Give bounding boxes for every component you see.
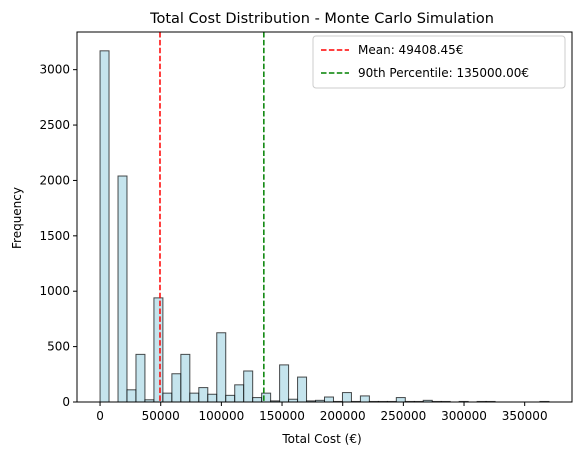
plot-frame (76, 31, 573, 403)
histogram-bar-3 (126, 389, 137, 403)
y-tick-label-2: 1000 (39, 284, 70, 298)
y-tick-label-5: 2500 (39, 118, 70, 132)
x-tick-label-0: 0 (96, 409, 104, 423)
histogram-bar-4 (135, 353, 146, 403)
x-tick-label-4: 200000 (320, 409, 366, 423)
histogram-bar-18 (261, 392, 272, 403)
histogram-bar-25 (324, 396, 334, 403)
histogram-bar-29 (359, 395, 370, 403)
y-tick-label-1: 500 (47, 340, 70, 354)
legend-box (312, 35, 566, 89)
x-tick-label-2: 100000 (198, 409, 244, 423)
histogram-bar-17 (252, 397, 263, 403)
y-axis-label: Frequency (10, 187, 24, 249)
x-axis-label: Total Cost (€) (281, 432, 361, 446)
histogram-bar-12 (207, 393, 218, 403)
histogram-bar-33 (395, 397, 406, 403)
x-tick-label-6: 300000 (441, 409, 487, 423)
histogram-bar-15 (234, 384, 245, 403)
histogram-bar-16 (243, 370, 254, 403)
x-axis: 0 50000 100000 150000 200000 250000 300000 3500… (96, 402, 548, 423)
legend-label-0: Mean: 49408.45€ (358, 43, 463, 57)
histogram-bar-6 (153, 297, 164, 403)
histogram-bar-11 (198, 387, 209, 403)
chart-title: Total Cost Distribution - Monte Carlo Si… (149, 11, 494, 27)
histogram-bar-10 (189, 392, 200, 403)
legend-label-1: 90th Percentile: 135000.00€ (358, 66, 529, 80)
histogram-bar-22 (297, 376, 308, 403)
histogram-bar-2 (117, 175, 128, 403)
histogram-bar-0 (99, 50, 110, 403)
reference-lines (159, 32, 265, 402)
x-tick-label-3: 150000 (259, 409, 305, 423)
histogram-bar-27 (341, 392, 352, 403)
y-tick-label-4: 2000 (39, 173, 70, 187)
x-tick-label-7: 350000 (502, 409, 548, 423)
histogram-bar-9 (180, 353, 191, 403)
plot-area (76, 31, 573, 403)
legend: Mean: 49408.45€ 90th Percentile: 135000.0… (312, 35, 566, 89)
y-tick-label-3: 1500 (39, 229, 70, 243)
histogram-bar-7 (162, 392, 173, 403)
histogram-bar-8 (171, 373, 182, 403)
histogram-bar-13 (216, 332, 227, 403)
x-tick-label-5: 250000 (380, 409, 426, 423)
y-tick-label-0: 0 (62, 395, 70, 409)
histogram-bar-20 (279, 364, 290, 403)
x-tick-label-1: 50000 (142, 409, 180, 423)
histogram-bar-14 (225, 394, 236, 403)
y-axis: 0 500 1000 1500 2000 2500 3000 (39, 63, 77, 409)
y-tick-label-6: 3000 (39, 63, 70, 77)
